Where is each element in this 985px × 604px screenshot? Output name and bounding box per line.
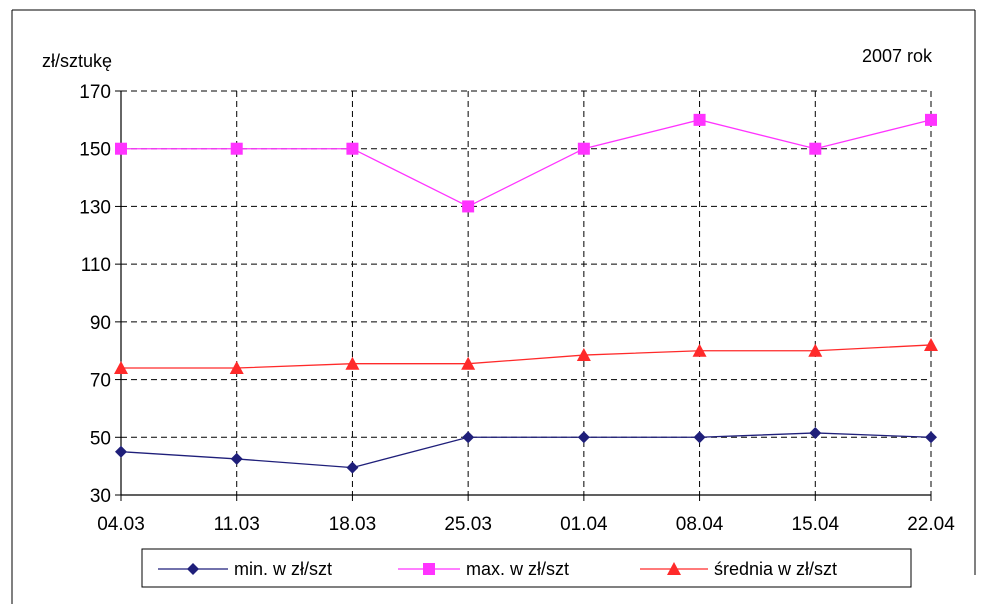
data-point-min xyxy=(346,461,359,474)
axes xyxy=(115,90,932,501)
data-point-max xyxy=(346,142,359,155)
x-tick-labels: 04.03 11.03 18.03 25.03 01.04 08.04 15.04 22.04 xyxy=(97,514,955,535)
data-point-min xyxy=(230,452,243,465)
y-axis-label: zł/sztukę xyxy=(42,51,112,71)
data-point-max xyxy=(462,200,475,213)
y-tick-label: 90 xyxy=(90,313,111,334)
data-point-min xyxy=(809,426,822,439)
data-point-avg xyxy=(924,337,938,351)
series-group xyxy=(114,113,938,474)
data-point-min xyxy=(462,431,475,444)
data-point-min xyxy=(115,445,127,458)
series-line-max xyxy=(121,119,932,208)
data-point-max xyxy=(577,142,590,155)
y-tick-label: 130 xyxy=(79,197,111,218)
data-point-avg xyxy=(229,361,244,375)
x-tick-label: 11.03 xyxy=(214,514,260,535)
data-point-max xyxy=(809,142,822,155)
grid xyxy=(121,90,932,495)
series-line-min xyxy=(120,432,932,469)
x-tick-label: 01.04 xyxy=(560,514,608,535)
x-tick-label: 18.03 xyxy=(329,514,377,535)
legend-marker-avg xyxy=(667,562,681,575)
x-tick-label: 15.04 xyxy=(792,514,840,535)
y-tick-label: 30 xyxy=(90,486,111,507)
data-point-min xyxy=(925,431,937,444)
legend-label-max: max. w zł/szt xyxy=(466,559,569,579)
y-tick-label: 50 xyxy=(90,428,111,449)
data-point-avg xyxy=(692,343,707,357)
data-point-avg xyxy=(808,343,823,357)
data-point-min xyxy=(693,431,706,444)
legend-label-min: min. w zł/szt xyxy=(234,559,332,579)
data-point-max xyxy=(693,113,706,126)
year-annotation: 2007 rok xyxy=(862,46,933,66)
legend-marker-min xyxy=(187,563,199,575)
y-tick-label: 150 xyxy=(79,140,111,161)
legend-marker-max xyxy=(423,563,435,575)
y-tick-label: 70 xyxy=(90,371,111,392)
y-tick-labels: 30 50 70 90 110 130 150 170 xyxy=(79,82,111,507)
data-point-avg xyxy=(345,356,360,370)
legend-box xyxy=(141,548,912,588)
y-tick-label: 170 xyxy=(79,82,111,103)
legend-label-avg: średnia w zł/szt xyxy=(714,559,837,579)
x-tick-label: 04.03 xyxy=(97,514,145,535)
y-tick-label: 110 xyxy=(81,255,111,276)
data-point-max xyxy=(925,113,937,126)
legend: min. w zł/szt max. w zł/szt średnia w zł/s… xyxy=(141,548,912,588)
data-point-avg xyxy=(114,361,128,375)
data-point-avg xyxy=(461,356,476,370)
data-point-min xyxy=(577,431,590,444)
data-point-max xyxy=(230,142,243,155)
data-point-max xyxy=(115,142,127,155)
x-tick-label: 22.04 xyxy=(907,514,955,535)
x-tick-label: 08.04 xyxy=(676,514,724,535)
x-tick-label: 25.03 xyxy=(444,514,492,535)
data-point-avg xyxy=(576,348,591,362)
series-line-avg xyxy=(121,344,932,369)
